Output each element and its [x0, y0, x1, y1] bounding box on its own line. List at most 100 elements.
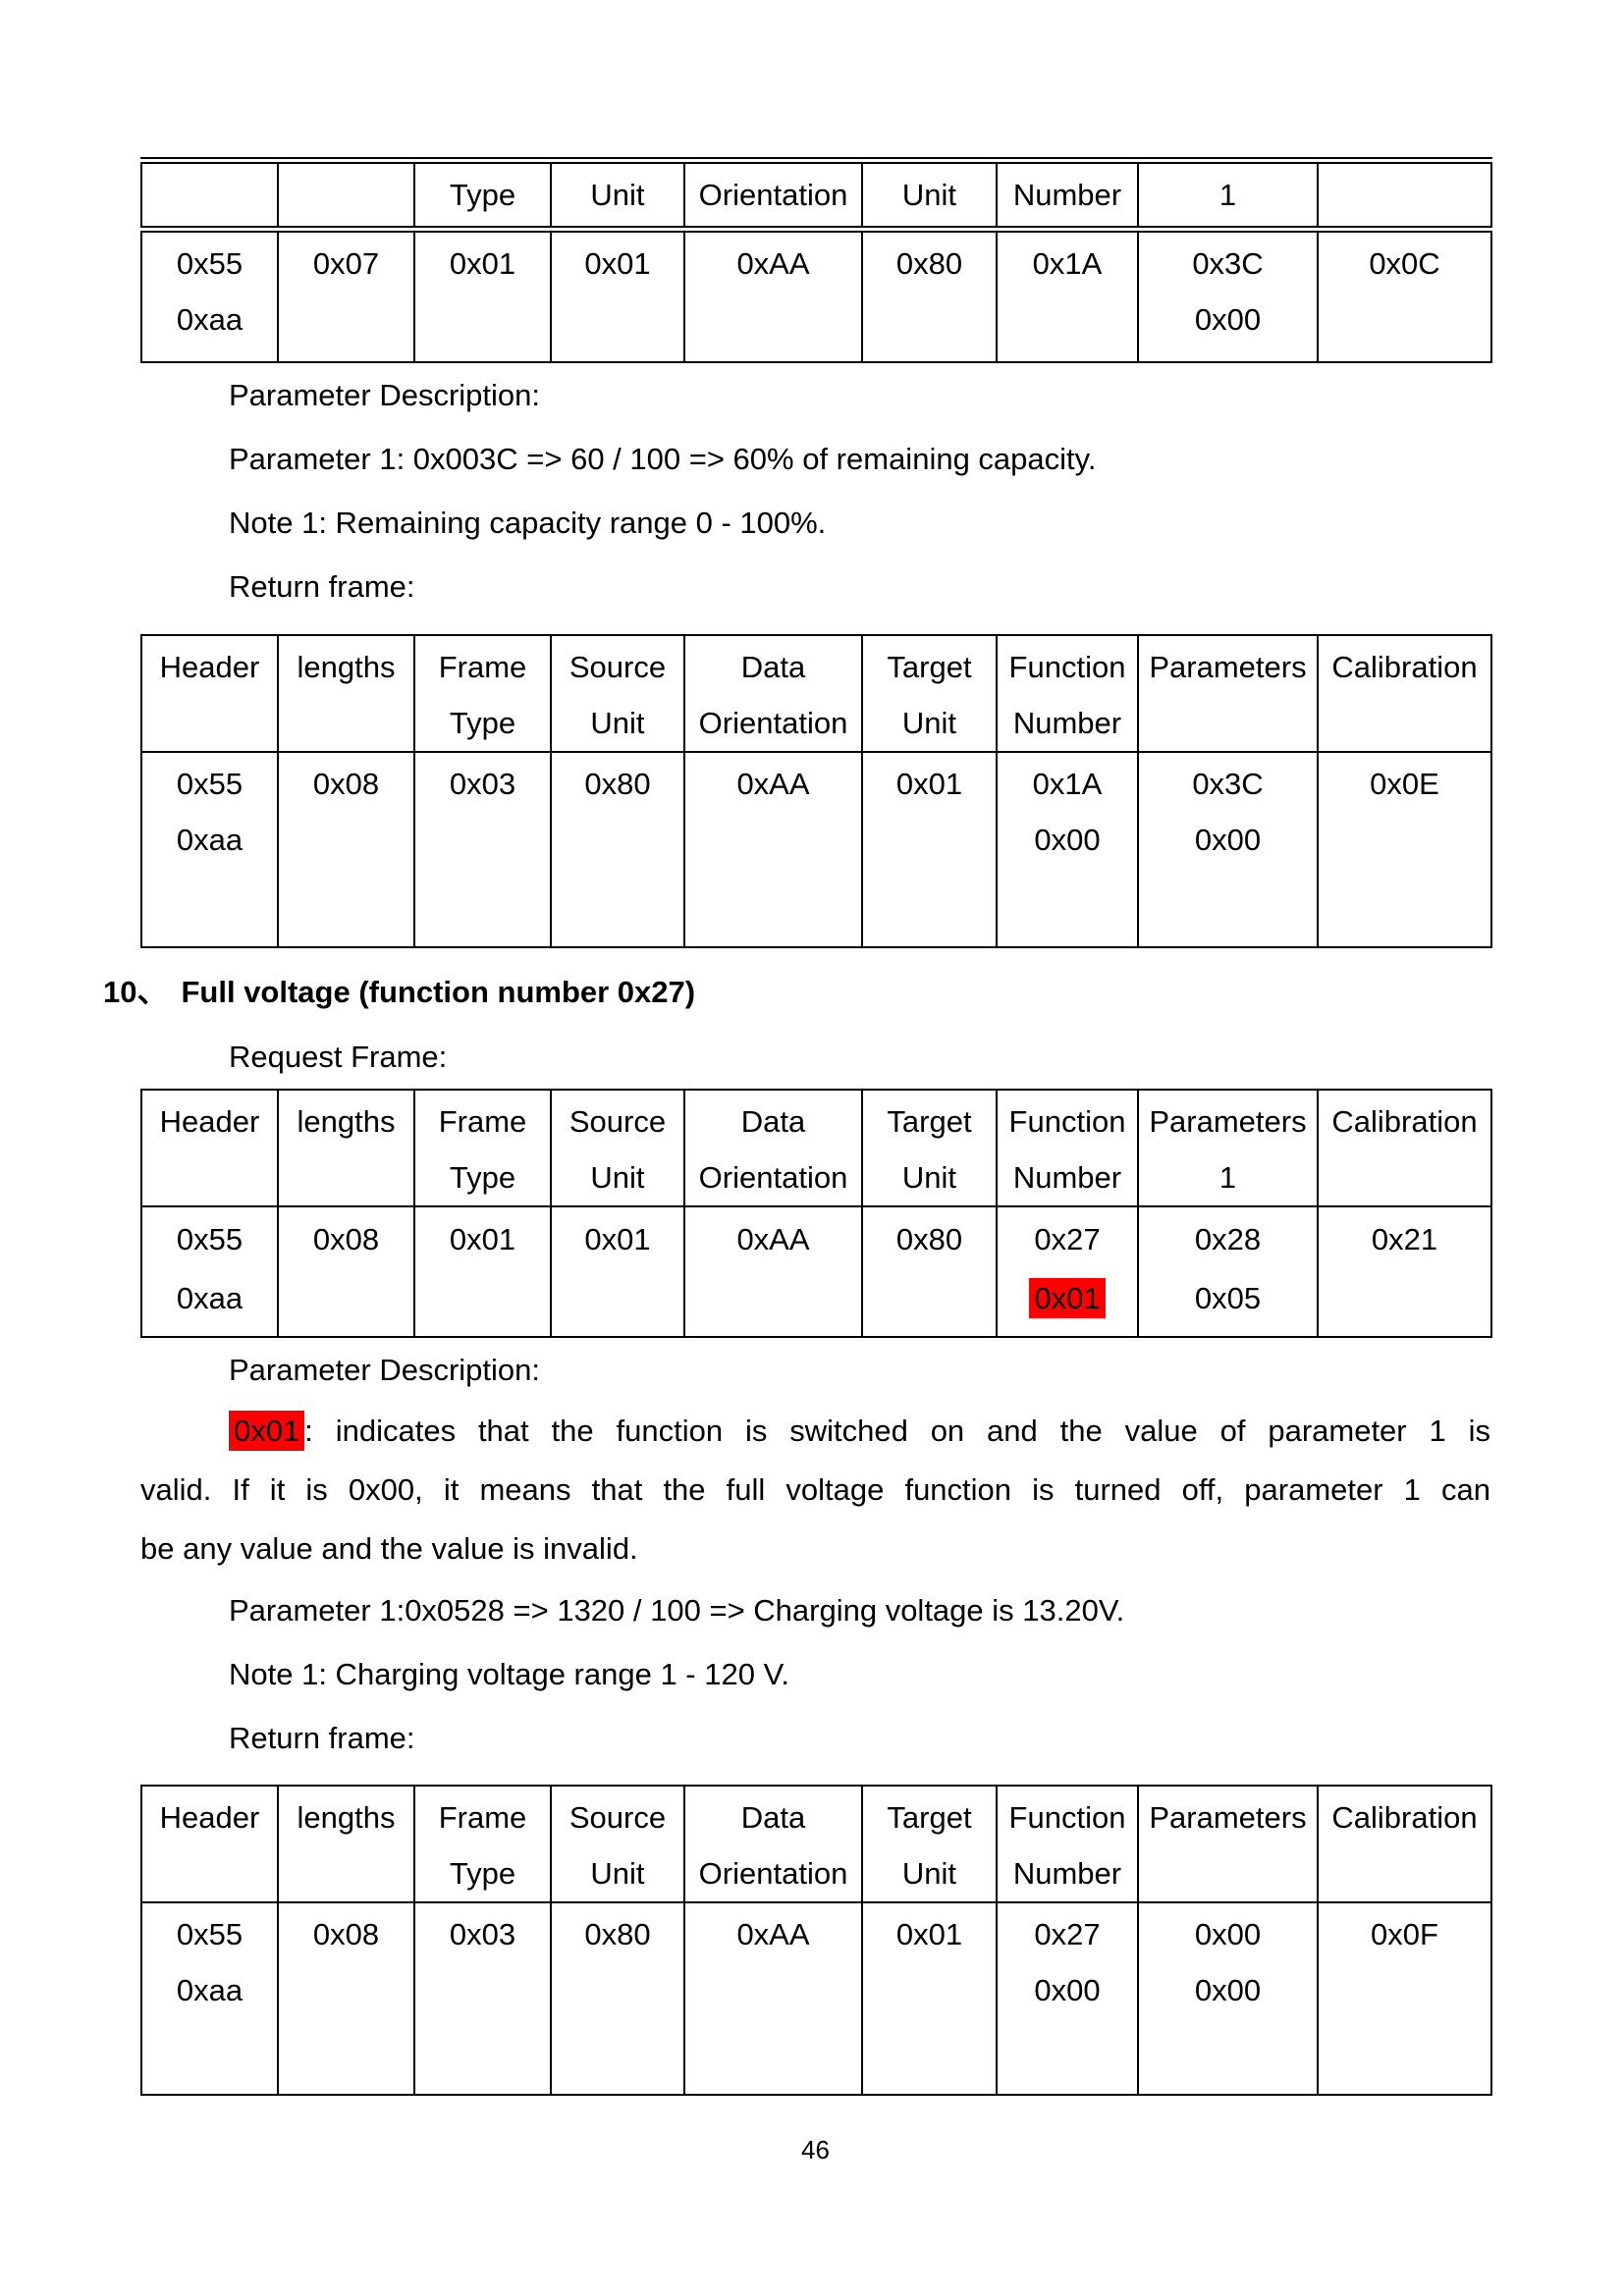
column-header-cell: lengths	[277, 634, 415, 753]
value-cell: 0x03	[413, 751, 552, 948]
column-header-cell: Calibration	[1317, 1089, 1492, 1207]
value-cell: 0xAA	[683, 228, 863, 363]
cell-line: 0x55	[176, 1917, 244, 1951]
column-header-cell: lengths	[277, 1785, 415, 1903]
cell-line: 0x07	[312, 246, 380, 281]
cell-line: Unit	[590, 706, 645, 740]
cell-line: 0x3C	[1192, 767, 1264, 801]
parameter-description-paragraph: 0x01: indicates that the function is swi…	[140, 1402, 1490, 1578]
cell-line: Orientation	[698, 178, 848, 212]
cell-line: Number	[1012, 178, 1122, 212]
value-cell: 0x21	[1317, 1205, 1492, 1338]
cell-line: Type	[449, 1856, 516, 1891]
cell-line: Calibration	[1331, 1104, 1478, 1139]
cell-line: 0x00	[1034, 1973, 1101, 2007]
value-cell: 0x0E	[1317, 751, 1492, 948]
cell-line: Function	[1008, 650, 1126, 684]
cell-line: Frame	[438, 1104, 527, 1139]
column-header-cell: Parameters 1	[1137, 1089, 1319, 1207]
highlighted-value: 0x01	[1029, 1278, 1106, 1318]
cell-line: 0xaa	[176, 1281, 244, 1315]
cell-line: Header	[159, 650, 260, 684]
value-cell: 0x01	[861, 1901, 998, 2096]
cell-line: Orientation	[698, 1160, 848, 1195]
section-title: Full voltage (function number 0x27)	[181, 975, 696, 1009]
parameter-1-line-2: Parameter 1:0x0528 => 1320 / 100 => Char…	[229, 1593, 1125, 1628]
column-header-cell: Data Orientation	[683, 1089, 863, 1207]
column-header-cell: Unit	[861, 159, 998, 233]
cell-line: 0x55	[176, 767, 244, 801]
column-header-cell: Number	[996, 159, 1139, 233]
value-cell: 0x00 0x00	[1137, 1901, 1319, 2096]
cell-line: 1	[1218, 178, 1237, 212]
column-header-cell: lengths	[277, 1089, 415, 1207]
cell-line: 0x27	[1034, 1917, 1101, 1951]
table-request-frame-continued: Type Unit Orientation Unit Number 1 0x55 0xaa 0x…	[140, 157, 1492, 363]
column-header-cell: Function Number	[996, 634, 1139, 753]
cell-line: 0x01	[895, 767, 963, 801]
value-cell: 0x80	[550, 751, 685, 948]
column-header-cell: Calibration	[1317, 1785, 1492, 1903]
value-cell: 0x01	[413, 228, 552, 363]
cell-line: Orientation	[698, 706, 848, 740]
cell-line: 0x01	[584, 246, 651, 281]
value-cell: 0x1A	[996, 228, 1139, 363]
value-cell: 0xAA	[683, 751, 863, 948]
cell-line: 0xAA	[736, 1917, 810, 1951]
paragraph-line-1: 0x01: indicates that the function is swi…	[140, 1402, 1490, 1461]
cell-line: Calibration	[1331, 1800, 1478, 1835]
cell-line: 0x55	[176, 246, 244, 281]
paragraph-line-2: valid. If it is 0x00, it means that the …	[140, 1472, 1490, 1507]
cell-line: Source	[568, 650, 667, 684]
cell-line: 0x27	[1034, 1222, 1101, 1256]
column-header-cell: Frame Type	[413, 1785, 552, 1903]
cell-line: Source	[568, 1104, 667, 1139]
cell-line: 0x01	[449, 1222, 516, 1256]
column-header-cell: Target Unit	[861, 1785, 998, 1903]
paragraph-line-1-text: : indicates that the function is switche…	[304, 1414, 1490, 1448]
cell-line: 0x00	[1034, 823, 1101, 857]
cell-line: 0x08	[312, 1222, 380, 1256]
cell-line: 0x0C	[1369, 246, 1440, 281]
cell-line: 0x01	[998, 1269, 1137, 1328]
column-header-cell: Source Unit	[550, 1785, 685, 1903]
value-cell: 0x80	[861, 1205, 998, 1338]
cell-line: Function	[1008, 1800, 1126, 1835]
cell-line: Header	[159, 1800, 260, 1835]
column-header-cell: Frame Type	[413, 1089, 552, 1207]
column-header-cell: Frame Type	[413, 634, 552, 753]
cell-line: Frame	[438, 650, 527, 684]
cell-line: 0x1A	[1032, 767, 1103, 801]
cell-line: 0x01	[895, 1917, 963, 1951]
cell-line: 0x05	[1194, 1281, 1262, 1315]
cell-line: 0x01	[449, 246, 516, 281]
section-heading: 10、 Full voltage (function number 0x27)	[103, 960, 1490, 1025]
cell-line: Unit	[901, 1856, 957, 1891]
value-cell: 0x3C 0x00	[1137, 228, 1319, 363]
cell-line: Type	[449, 178, 516, 212]
section-number: 10、	[103, 975, 168, 1009]
cell-line: Unit	[590, 178, 645, 212]
cell-line: Unit	[590, 1160, 645, 1195]
value-cell: 0x27 0x00	[996, 1901, 1139, 2096]
cell-line: 0x00	[1194, 302, 1262, 337]
column-header-cell: Data Orientation	[683, 634, 863, 753]
value-cell: 0x0C	[1317, 228, 1492, 363]
cell-line: 0x01	[584, 1222, 651, 1256]
cell-line: lengths	[297, 1104, 396, 1139]
cell-line: Type	[449, 706, 516, 740]
cell-line: 0x03	[449, 767, 516, 801]
cell-line: 0x00	[1194, 1973, 1262, 2007]
value-cell: 0x55 0xaa	[140, 751, 279, 948]
column-header-cell: Header	[140, 1089, 279, 1207]
table-return-frame-0x1a: Header lengths Frame Type Source Unit Data Orie…	[140, 634, 1492, 948]
table-return-frame-0x27: Header lengths Frame Type Source Unit Data Orie…	[140, 1785, 1492, 2096]
parameter-1-line: Parameter 1: 0x003C => 60 / 100 => 60% o…	[229, 442, 1097, 476]
cell-line: 0x80	[895, 246, 963, 281]
cell-line: 0xaa	[176, 823, 244, 857]
cell-line: 0x0E	[1370, 767, 1439, 801]
column-header-cell	[1317, 159, 1492, 233]
column-header-cell: Orientation	[683, 159, 863, 233]
column-header-cell: Target Unit	[861, 1089, 998, 1207]
